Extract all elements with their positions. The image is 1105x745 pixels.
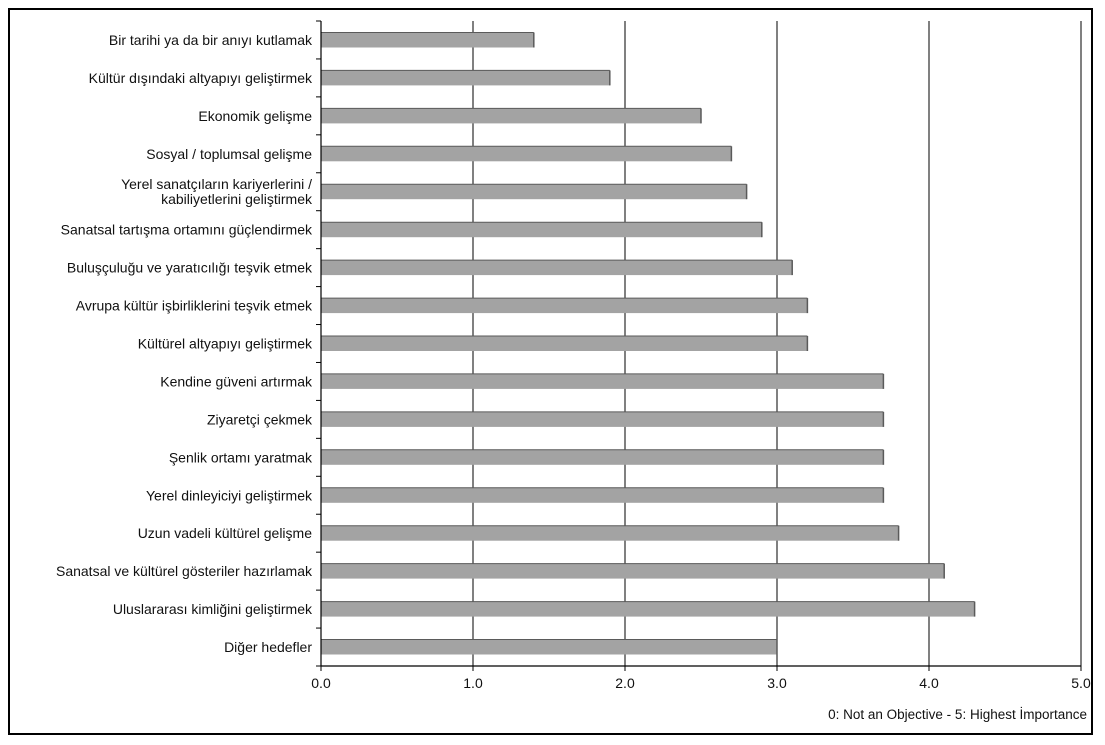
bar (321, 449, 884, 465)
category-label: Şenlik ortamı yaratmak (169, 449, 313, 465)
category-label: Kültür dışındaki altyapıyı geliştirmek (89, 70, 313, 86)
category-label: Buluşçuluğu ve yaratıcılığı teşvik etmek (67, 260, 313, 276)
x-tick-label: 3.0 (767, 675, 787, 691)
category-label: Yerel dinleyiciyi geliştirmek (146, 487, 313, 503)
chart-frame: Bir tarihi ya da bir anıyı kutlamak Kültü… (8, 8, 1093, 735)
bar (321, 336, 808, 351)
scale-note: 0: Not an Objective - 5: Highest İmporta… (828, 707, 1087, 722)
category-label: Kendine güveni artırmak (160, 373, 313, 389)
bar (321, 108, 701, 124)
bar (321, 525, 899, 541)
category-label: Ekonomik gelişme (198, 108, 312, 124)
bar (321, 373, 884, 389)
category-label: Yerel sanatçıların kariyerlerini / (121, 176, 312, 192)
bar (321, 222, 762, 238)
category-label: Avrupa kültür işbirliklerini teşvik etme… (76, 298, 313, 314)
category-label: Ziyaretçi çekmek (207, 411, 313, 427)
category-label: kabiliyetlerini geliştirmek (161, 191, 313, 207)
x-tick-label: 4.0 (919, 675, 939, 691)
bar (321, 184, 747, 200)
category-label: Sanatsal tartışma ortamını güçlendirmek (61, 222, 313, 238)
bar (321, 411, 884, 427)
x-tick-label: 1.0 (463, 675, 483, 691)
category-label: Uluslararası kimliğini geliştirmek (113, 601, 313, 617)
category-label: Uzun vadeli kültürel gelişme (138, 525, 313, 541)
category-label: Bir tarihi ya da bir anıyı kutlamak (109, 32, 313, 48)
category-label: Sanatsal ve kültürel gösteriler hazırlam… (56, 563, 313, 579)
bar (321, 146, 732, 162)
bar (321, 639, 777, 655)
x-tick-label: 2.0 (615, 675, 635, 691)
category-label: Diğer hedefler (224, 639, 312, 655)
bar (321, 70, 610, 86)
category-label: Kültürel altyapıyı geliştirmek (138, 336, 313, 352)
bar (321, 601, 975, 617)
bar (321, 260, 793, 276)
category-label: Sosyal / toplumsal gelişme (146, 146, 312, 162)
bar (321, 32, 534, 48)
bar (321, 487, 884, 503)
bar (321, 563, 945, 579)
bar-chart: Bir tarihi ya da bir anıyı kutlamak Kültü… (56, 20, 1091, 722)
x-tick-label: 5.0 (1071, 675, 1091, 691)
x-tick-label: 0.0 (311, 675, 331, 691)
bar (321, 298, 808, 314)
